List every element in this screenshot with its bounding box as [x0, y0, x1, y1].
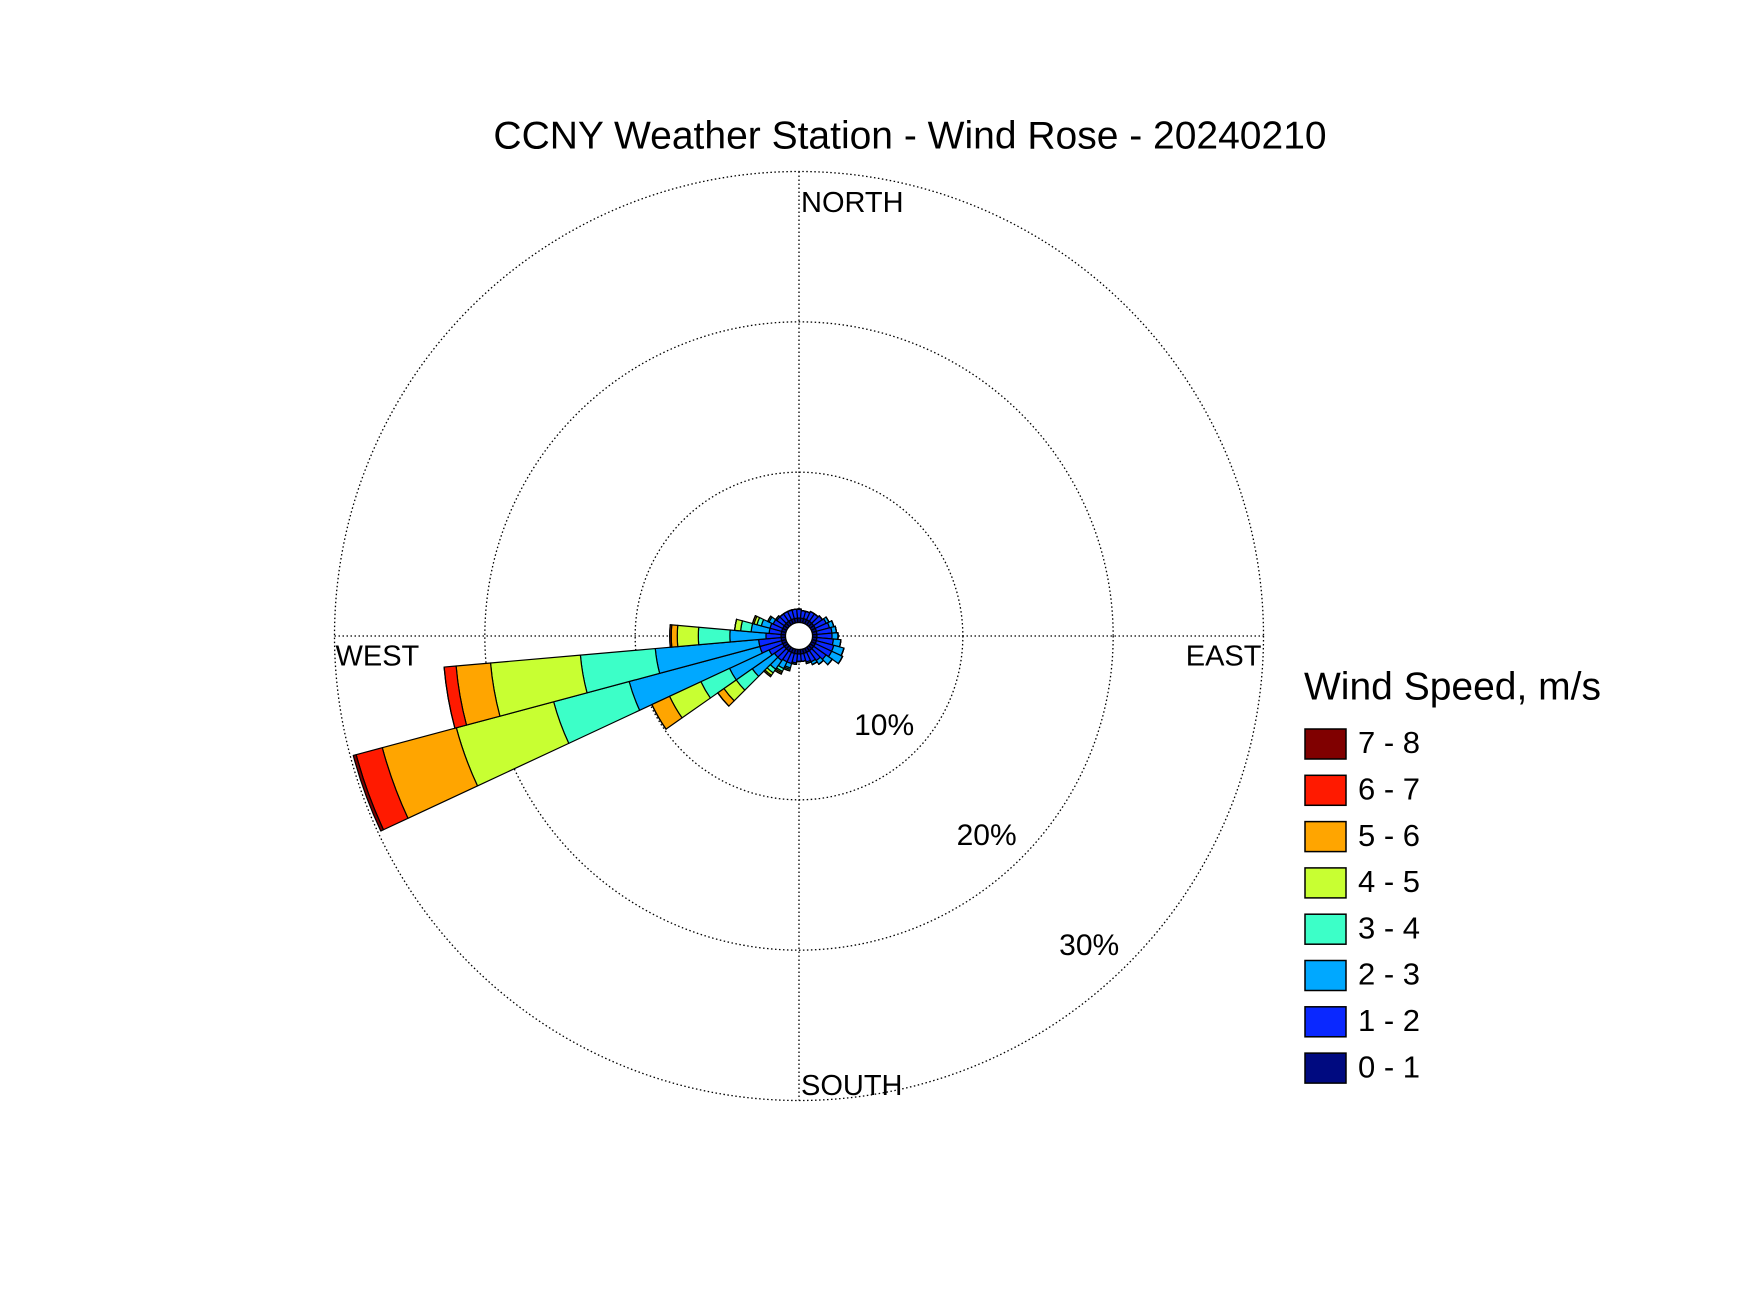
- petal-segment: [839, 639, 842, 648]
- direction-label: NORTH: [801, 187, 904, 219]
- petal-segment: [767, 615, 772, 622]
- legend-swatch: [1304, 1006, 1347, 1038]
- legend-swatch: [1304, 774, 1347, 807]
- petal-segment: [443, 666, 456, 729]
- center-hole: [784, 621, 814, 651]
- legend-title: Wind Speed, m/s: [1304, 665, 1601, 708]
- petal-segment: [791, 662, 798, 666]
- petal-segment: [811, 661, 818, 666]
- legend-label: 6 - 7: [1358, 771, 1420, 806]
- legend-swatch: [1304, 959, 1347, 992]
- petal-segment: [676, 624, 700, 648]
- petal-segment: [831, 631, 839, 641]
- chart-title: CCNY Weather Station - Wind Rose - 20240…: [493, 114, 1326, 157]
- petal-segment: [717, 692, 730, 707]
- petal-segment: [791, 608, 798, 611]
- r-tick-label: 10%: [854, 709, 914, 742]
- grid-ring: [634, 471, 964, 801]
- legend-label: 2 - 3: [1358, 957, 1420, 992]
- legend-swatch: [1304, 867, 1347, 899]
- petal-segment: [813, 613, 819, 618]
- petal-segment: [805, 610, 811, 614]
- petal-segment: [352, 754, 385, 832]
- direction-label: WEST: [336, 641, 420, 673]
- petal-segment: [827, 658, 833, 666]
- petal-segment: [818, 615, 823, 621]
- grid-ring: [484, 321, 1114, 951]
- petal-segment: [840, 647, 845, 657]
- petal-segment: [734, 618, 738, 631]
- legend-swatch: [1304, 1052, 1347, 1084]
- petal-segment: [831, 620, 835, 628]
- legend-label: 4 - 5: [1358, 864, 1420, 899]
- petal-segment: [783, 668, 791, 672]
- petal-segment: [763, 670, 772, 678]
- petal-segment: [825, 616, 830, 623]
- petal-segment: [800, 660, 807, 663]
- petals: [352, 608, 845, 832]
- petal-segment: [651, 704, 667, 730]
- r-tick-label: 30%: [1059, 929, 1119, 962]
- petal-segment: [774, 669, 782, 675]
- petal-segment: [800, 609, 807, 612]
- petal-segment: [805, 661, 812, 665]
- petal-segment: [834, 625, 838, 634]
- direction-label: SOUTH: [801, 1070, 903, 1102]
- legend-label: 7 - 8: [1358, 725, 1420, 760]
- legend-swatch: [1304, 820, 1347, 853]
- petal-segment: [818, 659, 825, 665]
- r-tick-label: 20%: [957, 819, 1017, 852]
- grid-ring: [333, 170, 1265, 1102]
- petal-segment: [670, 624, 679, 648]
- petal-segment: [751, 615, 757, 625]
- legend-swatch: [1304, 913, 1347, 945]
- legend-swatch: [1304, 728, 1347, 760]
- legend-label: 1 - 2: [1358, 1003, 1420, 1038]
- petal-segment: [775, 615, 780, 621]
- petal-segment: [837, 655, 844, 665]
- legend-label: 0 - 1: [1358, 1049, 1420, 1084]
- petal-segment: [697, 626, 731, 646]
- direction-label: EAST: [1186, 641, 1262, 673]
- legend-label: 5 - 6: [1358, 818, 1420, 853]
- legend-label: 3 - 4: [1358, 910, 1420, 945]
